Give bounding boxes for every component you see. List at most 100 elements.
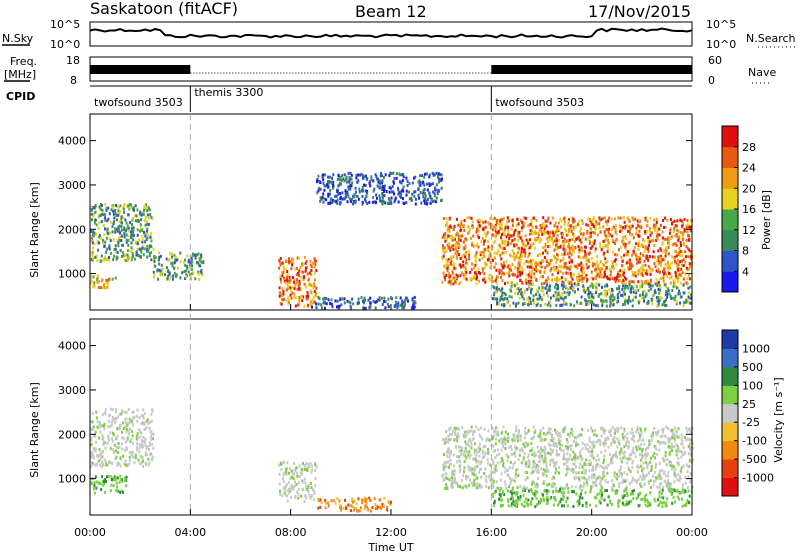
power-cell xyxy=(171,261,174,265)
power-cell xyxy=(460,226,463,229)
power-cell xyxy=(388,198,391,202)
power-cell xyxy=(447,234,450,238)
power-cell xyxy=(592,225,595,228)
velocity-cell xyxy=(687,452,690,456)
power-cell xyxy=(613,296,616,300)
power-cell xyxy=(462,224,465,227)
power-cell xyxy=(639,273,642,277)
velocity-cell xyxy=(655,447,658,451)
power-cell xyxy=(145,206,147,210)
velocity-cell xyxy=(603,431,606,435)
velocity-cell xyxy=(691,442,694,446)
power-cell xyxy=(605,294,608,298)
power-cell xyxy=(555,246,558,250)
velocity-cell xyxy=(634,479,637,483)
power-cell xyxy=(658,296,661,299)
power-cell xyxy=(499,253,502,257)
power-cell xyxy=(500,293,503,297)
velocity-cell xyxy=(670,482,673,486)
power-cell xyxy=(92,206,95,209)
velocity-cell xyxy=(145,446,148,450)
power-cell xyxy=(354,200,357,204)
power-cell xyxy=(448,217,451,221)
power-cell xyxy=(616,295,619,299)
velocity-cell xyxy=(673,480,676,484)
power-cell xyxy=(452,227,455,231)
velocity-cell xyxy=(443,438,446,442)
velocity-cell xyxy=(96,462,98,466)
power-cell xyxy=(464,267,467,271)
power-cell xyxy=(546,258,549,262)
velocity-cell xyxy=(583,468,586,472)
power-cell xyxy=(565,302,568,306)
velocity-cell xyxy=(514,461,516,465)
velocity-cell xyxy=(573,462,576,466)
power-cell xyxy=(685,255,687,259)
power-cell xyxy=(124,218,127,222)
velocity-cell xyxy=(112,417,115,421)
power-cell xyxy=(413,190,416,194)
power-cell xyxy=(538,297,541,301)
power-cell xyxy=(501,217,504,221)
velocity-cell xyxy=(520,447,523,451)
power-cell xyxy=(423,175,426,179)
velocity-cell xyxy=(125,484,128,488)
power-cell xyxy=(301,270,304,274)
velocity-cell xyxy=(129,427,132,431)
power-cell xyxy=(689,255,692,259)
power-cell xyxy=(485,263,488,267)
power-cell xyxy=(651,284,654,288)
power-cell xyxy=(617,279,620,283)
velocity-cell xyxy=(102,450,104,453)
power-cell xyxy=(346,190,349,194)
power-cell xyxy=(132,208,135,212)
power-cell xyxy=(667,239,670,243)
velocity-cell xyxy=(363,507,366,511)
velocity-cell xyxy=(501,442,504,446)
power-cell xyxy=(158,268,161,272)
power-cell xyxy=(362,299,365,303)
power-cell xyxy=(477,224,480,228)
velocity-cell xyxy=(293,484,296,488)
power-cell xyxy=(544,242,547,246)
velocity-cell xyxy=(303,477,306,481)
power-cell xyxy=(580,232,583,236)
power-cell xyxy=(524,234,527,238)
power-cell xyxy=(446,221,448,224)
power-cell xyxy=(637,272,639,276)
power-cell xyxy=(597,272,600,276)
velocity-cell xyxy=(480,475,483,479)
power-cell xyxy=(579,248,582,251)
velocity-cell xyxy=(691,426,694,430)
power-cell xyxy=(512,233,515,237)
velocity-cell xyxy=(126,421,129,425)
power-cell xyxy=(134,214,137,218)
power-cell xyxy=(686,246,689,250)
power-cell xyxy=(685,298,688,302)
power-cell xyxy=(430,198,433,202)
velocity-cell xyxy=(110,475,113,479)
power-cell xyxy=(676,235,679,239)
velocity-cell xyxy=(143,412,146,416)
power-cell xyxy=(548,235,551,239)
power-cell xyxy=(136,253,139,257)
power-cell xyxy=(573,264,576,268)
velocity-cell xyxy=(523,436,526,440)
power-cell xyxy=(647,257,650,261)
power-cell xyxy=(658,291,661,295)
velocity-cell xyxy=(324,506,327,510)
power-cell xyxy=(647,282,650,285)
velocity-cell xyxy=(94,449,97,453)
velocity-cell xyxy=(641,466,644,470)
power-cell xyxy=(614,241,616,245)
velocity-cell xyxy=(150,442,153,446)
power-cell xyxy=(646,224,649,228)
power-cell xyxy=(537,262,540,266)
power-cell xyxy=(288,281,291,284)
power-cell xyxy=(518,235,521,239)
power-cell xyxy=(516,256,519,260)
power-cell xyxy=(417,187,420,191)
power-cell xyxy=(376,177,379,181)
velocity-cell xyxy=(452,481,455,484)
velocity-cell xyxy=(653,452,656,455)
